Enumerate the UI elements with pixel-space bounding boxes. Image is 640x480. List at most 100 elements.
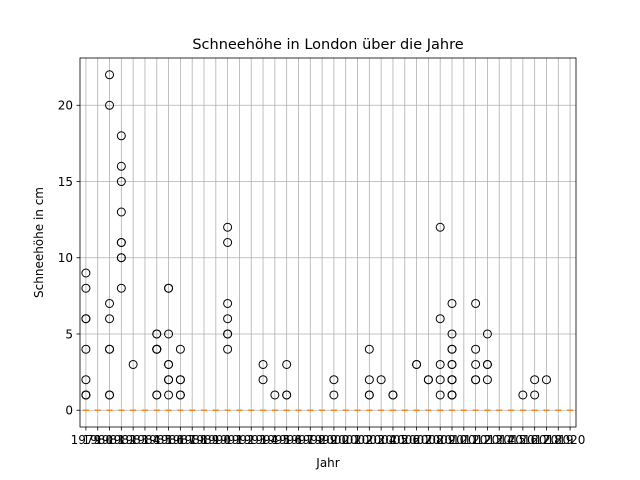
outlier-point <box>152 344 162 354</box>
outlier-point <box>128 359 138 369</box>
outlier-point <box>447 375 457 385</box>
outlier-point <box>175 375 185 385</box>
outlier-point <box>164 390 174 400</box>
x-axis-label: Jahr <box>315 456 339 470</box>
outlier-point <box>530 390 540 400</box>
outlier-point <box>223 329 233 339</box>
x-tick-label: 1996 <box>271 433 302 447</box>
x-tick-label: 2002 <box>342 433 373 447</box>
outlier-point <box>223 238 233 247</box>
x-tick-label: 2000 <box>319 433 350 447</box>
outlier-point <box>105 70 115 80</box>
x-tick-label: 1991 <box>212 433 243 447</box>
outlier-point <box>116 238 126 247</box>
x-tick-label: 1986 <box>153 433 184 447</box>
outlier-point <box>164 375 174 385</box>
outlier-point <box>435 222 445 232</box>
outlier-point <box>376 375 386 385</box>
x-tick-label: 2004 <box>366 433 397 447</box>
y-tick-label: 5 <box>65 327 73 341</box>
x-tick-label: 2020 <box>555 433 586 447</box>
y-axis-label: Schneehöhe in cm <box>32 187 46 298</box>
outlier-point <box>164 329 174 339</box>
x-tick-label: 1984 <box>130 433 161 447</box>
outlier-point <box>471 375 481 385</box>
outlier-point <box>282 359 292 369</box>
x-tick-label: 1989 <box>189 433 220 447</box>
outlier-point <box>364 375 374 385</box>
x-tick-label: 1988 <box>177 433 208 447</box>
outlier-point <box>116 177 126 187</box>
x-tick-label: 1982 <box>106 433 137 447</box>
x-tick-label: 1997 <box>283 433 314 447</box>
ticks-layer: 1979198019811982198319841985198619871988… <box>58 99 586 447</box>
outlier-point <box>81 283 91 293</box>
outlier-point <box>116 131 126 141</box>
x-tick-label: 1998 <box>295 433 326 447</box>
x-tick-label: 2001 <box>330 433 361 447</box>
outlier-point <box>364 344 374 354</box>
x-tick-label: 1995 <box>260 433 291 447</box>
x-tick-label: 2010 <box>437 433 468 447</box>
outlier-point <box>223 344 233 354</box>
x-tick-label: 1987 <box>165 433 196 447</box>
x-tick-label: 2019 <box>543 433 574 447</box>
outlier-point <box>423 375 433 385</box>
x-tick-label: 1990 <box>201 433 232 447</box>
outlier-point <box>435 314 445 324</box>
outlier-point <box>530 375 540 385</box>
outlier-point <box>105 314 115 324</box>
outlier-point <box>482 359 492 369</box>
outlier-point <box>175 344 185 354</box>
grid-layer <box>80 58 576 427</box>
outlier-point <box>364 390 374 400</box>
chart-title: Schneehöhe in London über die Jahre <box>192 37 463 53</box>
outlier-point <box>81 314 91 324</box>
x-tick-label: 1980 <box>82 433 113 447</box>
outlier-point <box>223 314 233 324</box>
x-tick-label: 2015 <box>496 433 527 447</box>
x-tick-label: 1994 <box>248 433 279 447</box>
outlier-point <box>223 298 233 308</box>
x-tick-label: 1983 <box>118 433 149 447</box>
outlier-point <box>447 298 457 308</box>
outlier-point <box>435 375 445 385</box>
x-tick-label: 1999 <box>307 433 338 447</box>
outlier-point <box>152 390 162 400</box>
outlier-point <box>329 390 339 400</box>
outlier-point <box>412 359 422 369</box>
outlier-point <box>105 390 115 400</box>
x-tick-label: 1981 <box>94 433 125 447</box>
x-tick-label: 2018 <box>531 433 562 447</box>
x-tick-label: 2003 <box>354 433 385 447</box>
outlier-point <box>116 283 126 293</box>
x-tick-label: 2009 <box>425 433 456 447</box>
plot-frame <box>79 57 577 428</box>
x-tick-label: 2011 <box>449 433 480 447</box>
outlier-point <box>152 329 162 339</box>
x-tick-label: 1979 <box>71 433 102 447</box>
outlier-point <box>388 390 398 400</box>
x-tick-label: 1992 <box>224 433 255 447</box>
outlier-point <box>258 375 268 385</box>
outlier-point <box>447 359 457 369</box>
outlier-point <box>447 344 457 354</box>
outlier-point <box>81 390 91 400</box>
outlier-point <box>223 222 233 232</box>
y-tick-label: 15 <box>58 175 73 189</box>
x-tick-label: 2012 <box>460 433 491 447</box>
outlier-point <box>116 161 126 171</box>
x-tick-label: 2007 <box>401 433 432 447</box>
outlier-point <box>282 390 292 400</box>
outlier-point <box>518 390 528 400</box>
outlier-point <box>81 375 91 385</box>
outlier-point <box>81 344 91 354</box>
outlier-point <box>164 359 174 369</box>
outlier-point <box>175 390 185 400</box>
outlier-point <box>471 298 481 308</box>
outlier-point <box>81 268 91 278</box>
outlier-point <box>105 298 115 308</box>
outlier-point <box>471 359 481 369</box>
